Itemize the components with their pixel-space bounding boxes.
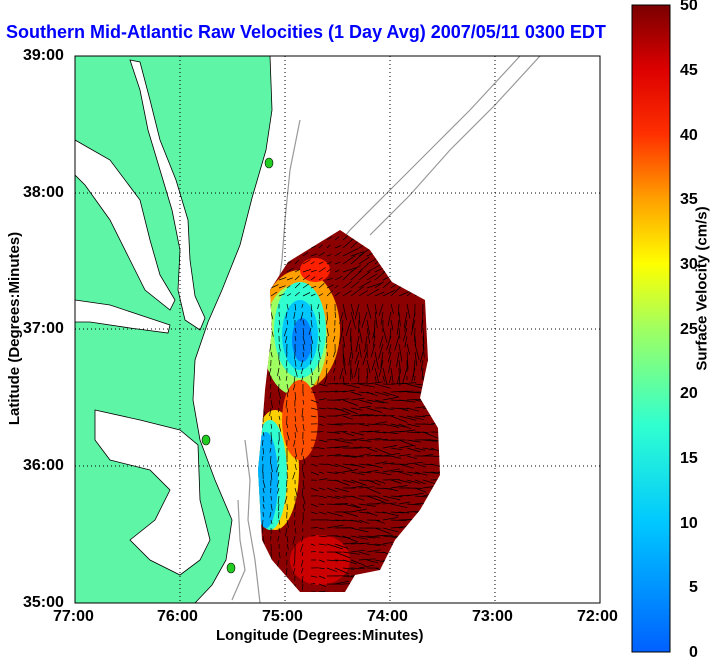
station-marker	[202, 435, 210, 445]
x-tick-label: 72:00	[577, 608, 618, 626]
colorbar-tick: 0	[689, 644, 698, 662]
x-tick-label: 75:00	[262, 608, 303, 626]
velocity-vector	[279, 408, 280, 412]
colorbar-tick: 50	[680, 0, 698, 15]
velocity-vector	[295, 432, 296, 438]
velocity-vector	[311, 392, 316, 393]
velocity-vector	[295, 520, 296, 525]
velocity-vector	[311, 360, 312, 364]
velocity-vector	[311, 528, 318, 529]
station-marker	[227, 563, 235, 573]
x-tick-label: 76:00	[157, 608, 198, 626]
colorbar	[632, 5, 670, 652]
colorbar-label: Surface Velocity (cm/s)	[694, 206, 711, 370]
velocity-vector	[311, 584, 315, 585]
colorbar-tick: 40	[680, 127, 698, 145]
station-marker	[265, 158, 273, 168]
colorbar-tick: 10	[680, 515, 698, 533]
y-tick-label: 39:00	[23, 47, 64, 65]
velocity-vector	[295, 408, 296, 413]
velocity-vector	[415, 432, 429, 433]
colorbar-tick: 45	[680, 62, 698, 80]
velocity-vector	[335, 456, 350, 457]
velocity-vector	[279, 328, 280, 333]
x-axis-label: Longitude (Degrees:Minutes)	[216, 627, 424, 644]
velocity-vector	[335, 360, 336, 365]
x-tick-label: 73:00	[472, 608, 513, 626]
y-tick-label: 36:00	[23, 457, 64, 475]
x-tick-label: 74:00	[367, 608, 408, 626]
colorbar-tick: 5	[689, 579, 698, 597]
velocity-vector	[287, 480, 288, 487]
colorbar-tick: 15	[680, 450, 698, 468]
y-tick-label: 37:00	[23, 320, 64, 338]
velocity-vector	[279, 512, 280, 519]
velocity-vector	[335, 432, 347, 433]
y-axis-label: Latitude (Degrees:Minutes)	[6, 232, 23, 425]
velocity-vector	[407, 512, 419, 513]
x-tick-label: 77:00	[53, 608, 94, 626]
velocity-vector	[279, 384, 280, 392]
y-tick-label: 38:00	[23, 184, 64, 202]
velocity-vector	[327, 312, 328, 320]
colorbar-tick: 20	[680, 385, 698, 403]
